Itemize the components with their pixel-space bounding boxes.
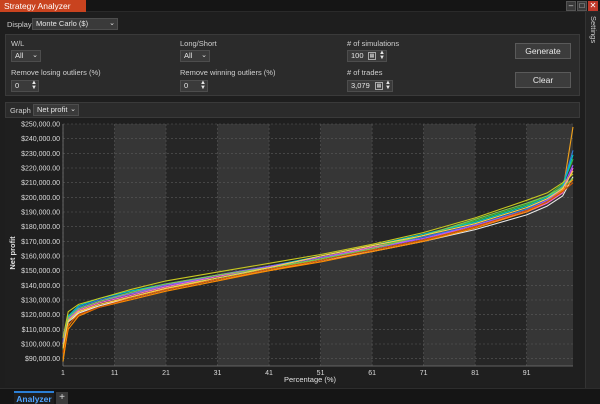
graph-value: Net profit [37, 105, 68, 114]
chevron-down-icon: ⌄ [32, 52, 38, 59]
chevron-down-icon: ⌄ [70, 106, 76, 113]
plot-band [423, 124, 476, 366]
display-value: Monte Carlo ($) [36, 19, 89, 28]
x-tick-label: 51 [317, 370, 325, 377]
y-tick-label: $160,000.00 [21, 254, 60, 261]
x-tick-label: 71 [420, 370, 428, 377]
x-tick-label: 81 [471, 370, 479, 377]
x-tick-label: 61 [368, 370, 376, 377]
maximize-button[interactable]: □ [577, 1, 587, 11]
long-short-label: Long/Short [180, 39, 217, 48]
series-line-8 [62, 173, 574, 339]
x-tick-label: 11 [111, 370, 118, 377]
spinner-arrows-icon[interactable]: ▲ ▼ [385, 80, 391, 91]
y-tick-label: $190,000.00 [21, 210, 60, 217]
y-tick-label: $120,000.00 [21, 312, 60, 319]
series-line-10 [62, 182, 574, 353]
long-short-dropdown[interactable]: All ⌄ [180, 50, 210, 62]
x-tick-label: 31 [214, 370, 222, 377]
y-tick-label: $200,000.00 [21, 195, 60, 202]
num-simulations-label: # of simulations [347, 39, 400, 48]
close-button[interactable]: ✕ [588, 1, 598, 11]
tab-analyzer[interactable]: Analyzer [14, 391, 54, 404]
spinner-arrows-icon[interactable]: ▲ ▼ [379, 50, 385, 61]
generate-button[interactable]: Generate [515, 43, 571, 59]
filter-panel: W/L All ⌄ Long/Short All ⌄ # of simulati… [5, 34, 580, 96]
y-tick-label: $140,000.00 [21, 283, 60, 290]
chevron-down-icon: ⌄ [109, 20, 115, 27]
minimize-button[interactable]: – [566, 1, 576, 11]
y-axis-label: Net profit [8, 236, 17, 270]
y-tick-label: $90,000.00 [25, 356, 60, 363]
series-line-11 [62, 177, 574, 347]
y-tick-label: $250,000.00 [21, 122, 60, 129]
series-line-12 [62, 170, 574, 349]
remove-winning-outliers-value: 0 [184, 81, 189, 90]
title-bar: Strategy Analyzer – □ ✕ [0, 0, 600, 12]
wl-dropdown[interactable]: All ⌄ [11, 50, 41, 62]
graph-dropdown[interactable]: Net profit ⌄ [33, 104, 79, 116]
num-simulations-value: 100 [351, 51, 364, 60]
num-trades-input[interactable]: 3,079 ▦ ▲ ▼ [347, 80, 393, 92]
remove-winning-outliers-label: Remove winning outliers (%) [180, 68, 276, 77]
calculator-icon[interactable]: ▦ [368, 52, 376, 60]
y-tick-label: $150,000.00 [21, 268, 60, 275]
y-tick-label: $230,000.00 [21, 151, 60, 158]
settings-side-panel[interactable]: Settings [585, 12, 600, 388]
chart-area: $90,000.00 $100,000.00 $110,000.00 $120,000… [5, 120, 580, 386]
y-tick-label: $110,000.00 [22, 327, 61, 334]
add-tab-button[interactable]: + [56, 392, 68, 404]
plot-band [320, 124, 373, 366]
wl-label: W/L [11, 39, 25, 48]
graph-selector-bar: Graph Net profit ⌄ [5, 102, 580, 118]
y-tick-label: $240,000.00 [21, 136, 60, 143]
plot-band [217, 124, 270, 366]
window-title: Strategy Analyzer [0, 0, 86, 12]
num-trades-label: # of trades [347, 68, 383, 77]
num-simulations-input[interactable]: 100 ▦ ▲ ▼ [347, 50, 387, 62]
x-tick-label: 21 [162, 370, 170, 377]
plot-band [114, 124, 167, 366]
y-tick-label: $130,000.00 [21, 298, 60, 305]
remove-losing-outliers-input[interactable]: 0 ▲ ▼ [11, 80, 39, 92]
long-short-value: All [184, 51, 193, 60]
y-tick-label: $180,000.00 [21, 224, 60, 231]
x-axis-label: Percentage (%) [284, 375, 337, 384]
remove-winning-outliers-input[interactable]: 0 ▲ ▼ [180, 80, 208, 92]
graph-label: Graph [10, 106, 31, 115]
y-tick-label: $210,000.00 [21, 180, 60, 187]
plot-band [526, 124, 573, 366]
series-line-6 [62, 179, 574, 359]
remove-losing-outliers-label: Remove losing outliers (%) [11, 68, 101, 77]
chevron-down-icon: ⌄ [201, 52, 207, 59]
x-tick-label: 1 [61, 370, 65, 377]
num-trades-value: 3,079 [351, 81, 370, 90]
clear-button[interactable]: Clear [515, 72, 571, 88]
monte-carlo-chart: $90,000.00 $100,000.00 $110,000.00 $120,000… [8, 122, 574, 384]
y-tick-label: $220,000.00 [21, 166, 60, 173]
bottom-tab-bar: Analyzer + [0, 388, 600, 404]
x-tick-label: 91 [523, 370, 531, 377]
y-tick-label: $100,000.00 [21, 342, 60, 349]
wl-value: All [15, 51, 24, 60]
calculator-icon[interactable]: ▦ [375, 82, 383, 90]
remove-losing-outliers-value: 0 [15, 81, 20, 90]
display-dropdown[interactable]: Monte Carlo ($) ⌄ [32, 18, 118, 30]
spinner-arrows-icon[interactable]: ▲ ▼ [200, 80, 206, 91]
display-label: Display [7, 20, 32, 29]
settings-label: Settings [589, 16, 598, 44]
spinner-arrows-icon[interactable]: ▲ ▼ [31, 80, 37, 91]
y-tick-label: $170,000.00 [21, 239, 60, 246]
x-tick-label: 41 [265, 370, 273, 377]
series-line-7 [62, 154, 574, 337]
